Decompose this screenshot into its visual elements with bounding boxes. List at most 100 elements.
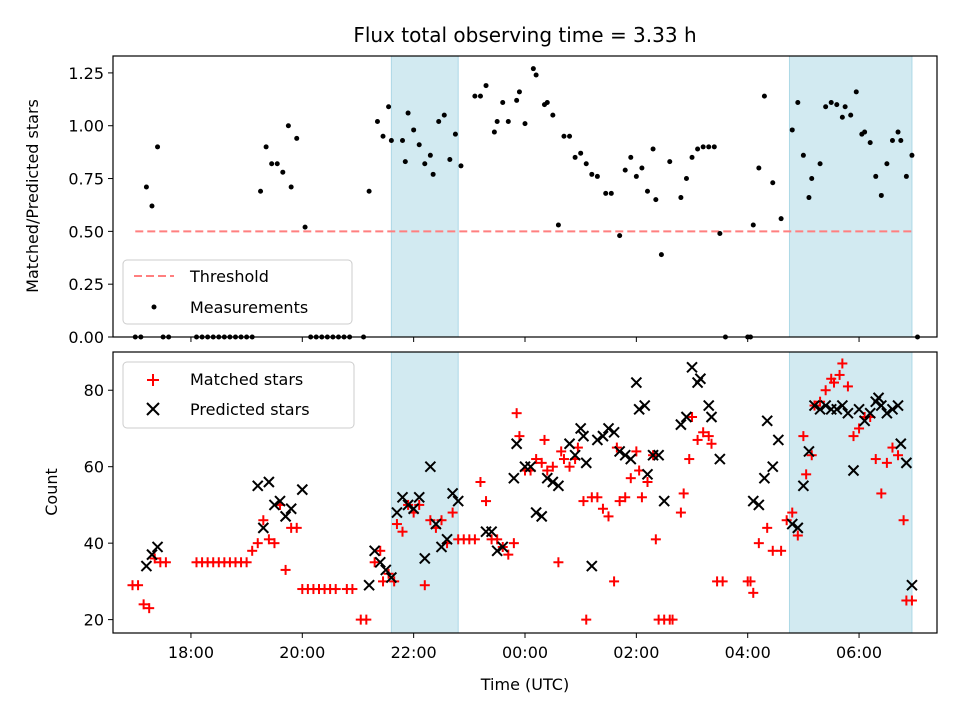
predicted-point bbox=[530, 506, 542, 519]
legend-matched-label: Matched stars bbox=[190, 370, 303, 389]
measurement-point bbox=[633, 173, 639, 179]
matched-point bbox=[369, 557, 380, 568]
bottom-xtick-label: 00:00 bbox=[502, 643, 548, 662]
bottom-legend: Matched stars Predicted stars bbox=[122, 361, 355, 429]
measurement-point bbox=[530, 66, 536, 72]
measurement-point bbox=[263, 144, 269, 150]
measurement-point bbox=[583, 161, 589, 167]
predicted-point bbox=[753, 499, 765, 511]
predicted-point bbox=[680, 411, 693, 423]
matched-point bbox=[698, 427, 709, 438]
predicted-point bbox=[900, 457, 913, 469]
measurement-point bbox=[909, 152, 915, 158]
bottom-xtick-label: 18:00 bbox=[168, 643, 214, 662]
measurement-point bbox=[884, 161, 890, 167]
predicted-point bbox=[772, 434, 785, 446]
predicted-point bbox=[714, 453, 726, 465]
matched-point bbox=[291, 522, 302, 533]
matched-point bbox=[241, 557, 252, 568]
measurement-point bbox=[711, 144, 717, 150]
legend-measurements-label: Measurements bbox=[190, 298, 308, 317]
predicted-point bbox=[625, 453, 637, 465]
matched-point bbox=[753, 538, 764, 549]
matched-point bbox=[684, 454, 695, 465]
matched-point bbox=[798, 431, 809, 442]
predicted-point bbox=[485, 525, 498, 538]
predicted-point bbox=[803, 445, 815, 458]
matched-point bbox=[414, 499, 425, 510]
matched-point bbox=[447, 507, 458, 518]
matched-point bbox=[536, 457, 547, 468]
predicted-point bbox=[872, 392, 885, 404]
predicted-point bbox=[510, 438, 523, 450]
matched-point bbox=[280, 564, 291, 575]
top-ytick-label: 1.25 bbox=[68, 64, 104, 83]
measurement-point bbox=[578, 150, 584, 156]
matched-point bbox=[906, 595, 917, 606]
matched-point bbox=[547, 461, 558, 472]
measurement-point bbox=[274, 161, 280, 167]
measurement-point bbox=[761, 93, 767, 99]
predicted-point bbox=[285, 503, 297, 515]
predicted-point bbox=[151, 541, 164, 553]
shaded-interval-0 bbox=[390, 55, 459, 338]
predicted-point bbox=[441, 533, 453, 546]
legend-matched-swatch bbox=[147, 374, 159, 386]
matched-point bbox=[787, 507, 798, 518]
measurement-point bbox=[795, 99, 801, 105]
predicted-point bbox=[808, 399, 821, 412]
predicted-point bbox=[633, 403, 645, 416]
measurement-point bbox=[388, 138, 394, 144]
xlabel: Time (UTC) bbox=[480, 675, 569, 694]
bottom-ytick-label: 40 bbox=[84, 534, 104, 553]
measurement-point bbox=[288, 184, 294, 190]
matched-point bbox=[675, 507, 686, 518]
predicted-point bbox=[435, 541, 448, 553]
measurement-point bbox=[589, 171, 595, 177]
measurement-point bbox=[878, 192, 884, 198]
legend-predicted-label: Predicted stars bbox=[190, 400, 310, 419]
predicted-point bbox=[591, 434, 604, 446]
measurement-point bbox=[789, 127, 795, 133]
measurement-point bbox=[500, 99, 506, 105]
matched-point bbox=[614, 496, 625, 507]
matched-point bbox=[581, 614, 592, 625]
matched-point bbox=[848, 431, 859, 442]
matched-point bbox=[781, 515, 792, 526]
matched-point bbox=[792, 530, 803, 541]
measurement-point bbox=[374, 118, 380, 124]
matched-point bbox=[706, 438, 717, 449]
measurement-point bbox=[778, 216, 784, 222]
measurement-point bbox=[828, 99, 834, 105]
measurement-point bbox=[441, 112, 447, 118]
predicted-point bbox=[758, 472, 771, 484]
matched-point bbox=[269, 538, 280, 549]
matched-point bbox=[703, 431, 714, 442]
shaded-interval-1 bbox=[788, 351, 913, 634]
predicted-point bbox=[836, 399, 849, 412]
matched-point bbox=[767, 545, 778, 556]
bottom-xtick-label: 06:00 bbox=[836, 643, 882, 662]
predicted-point bbox=[413, 491, 425, 503]
matched-point bbox=[436, 515, 447, 526]
matched-point bbox=[469, 534, 480, 545]
matched-point bbox=[603, 511, 614, 522]
predicted-point bbox=[446, 487, 459, 500]
predicted-point bbox=[875, 399, 888, 412]
predicted-point bbox=[146, 548, 158, 561]
measurement-point bbox=[458, 163, 464, 169]
measurement-point bbox=[689, 154, 695, 160]
predicted-point bbox=[380, 564, 392, 576]
matched-point bbox=[397, 526, 408, 537]
predicted-point bbox=[641, 468, 654, 481]
predicted-point bbox=[569, 449, 581, 461]
predicted-point bbox=[586, 560, 598, 572]
measurement-point bbox=[750, 222, 756, 228]
bottom-xtick-label: 20:00 bbox=[279, 643, 325, 662]
predicted-point bbox=[552, 480, 565, 492]
top-ytick-label: 1.00 bbox=[68, 117, 104, 136]
shaded-interval-0 bbox=[390, 351, 459, 634]
measurement-point bbox=[494, 118, 500, 124]
matched-point bbox=[876, 488, 887, 499]
